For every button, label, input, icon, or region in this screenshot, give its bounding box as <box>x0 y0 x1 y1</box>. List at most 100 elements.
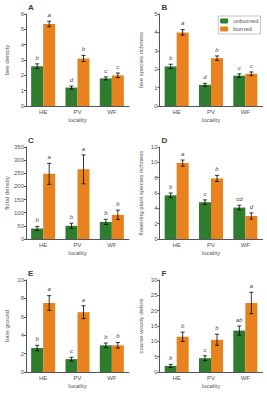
svg-text:10: 10 <box>17 277 24 283</box>
svg-text:0: 0 <box>21 369 25 375</box>
svg-text:PV: PV <box>207 375 215 381</box>
svg-text:a: a <box>48 154 52 160</box>
svg-text:locality: locality <box>202 250 220 256</box>
svg-text:HE: HE <box>172 109 180 115</box>
svg-text:b: b <box>215 47 219 53</box>
svg-text:burned: burned <box>233 26 252 32</box>
svg-text:B: B <box>162 3 168 12</box>
svg-text:coarse woody debris: coarse woody debris <box>138 298 144 353</box>
svg-text:F: F <box>162 269 167 278</box>
svg-text:b: b <box>70 214 74 220</box>
svg-text:30: 30 <box>151 277 158 283</box>
svg-text:2: 2 <box>21 72 25 78</box>
svg-text:locality: locality <box>68 383 86 389</box>
svg-text:8: 8 <box>154 175 158 181</box>
svg-text:b: b <box>104 334 108 340</box>
svg-text:12: 12 <box>151 144 158 150</box>
svg-text:10: 10 <box>151 338 158 344</box>
svg-text:b: b <box>116 201 120 207</box>
svg-text:HE: HE <box>39 242 47 248</box>
svg-text:0: 0 <box>154 103 158 109</box>
svg-text:c: c <box>203 191 206 197</box>
svg-text:b: b <box>82 46 86 52</box>
svg-text:150: 150 <box>14 197 25 203</box>
svg-text:a: a <box>82 297 86 303</box>
svg-text:b: b <box>169 184 173 190</box>
svg-text:4: 4 <box>21 42 25 48</box>
svg-text:WF: WF <box>107 242 117 248</box>
svg-text:10: 10 <box>151 159 158 165</box>
svg-text:c: c <box>203 347 206 353</box>
svg-text:6: 6 <box>21 11 25 17</box>
svg-text:15: 15 <box>151 323 158 329</box>
svg-text:3: 3 <box>154 48 158 54</box>
svg-text:50: 50 <box>17 223 24 229</box>
svg-text:2: 2 <box>154 66 158 72</box>
svg-text:flowering plant species richne: flowering plant species richness <box>138 151 144 236</box>
svg-text:floral density: floral density <box>4 176 10 210</box>
svg-text:d: d <box>70 77 74 83</box>
svg-text:a: a <box>48 12 52 18</box>
svg-text:1: 1 <box>21 88 25 94</box>
svg-text:b: b <box>104 210 108 216</box>
svg-text:0: 0 <box>21 236 25 242</box>
svg-text:locality: locality <box>68 250 86 256</box>
svg-text:d: d <box>250 204 254 210</box>
svg-text:bee density: bee density <box>4 45 10 76</box>
svg-text:C: C <box>28 136 34 145</box>
svg-text:A: A <box>28 3 34 12</box>
svg-text:PV: PV <box>207 242 215 248</box>
svg-text:350: 350 <box>14 144 25 150</box>
svg-text:0: 0 <box>154 236 158 242</box>
svg-text:b: b <box>215 166 219 172</box>
svg-text:b: b <box>169 355 173 361</box>
svg-text:locality: locality <box>202 383 220 389</box>
svg-text:100: 100 <box>14 210 25 216</box>
svg-text:bee species richness: bee species richness <box>138 32 144 88</box>
svg-text:PV: PV <box>73 109 81 115</box>
svg-text:1: 1 <box>154 85 158 91</box>
svg-text:a: a <box>48 286 52 292</box>
svg-text:5: 5 <box>154 354 158 360</box>
svg-text:8: 8 <box>21 295 25 301</box>
svg-text:d: d <box>203 74 207 80</box>
svg-text:a: a <box>82 146 86 152</box>
svg-text:WF: WF <box>241 375 251 381</box>
svg-text:b: b <box>116 333 120 339</box>
svg-text:20: 20 <box>151 308 158 314</box>
svg-text:WF: WF <box>241 109 251 115</box>
svg-text:HE: HE <box>172 375 180 381</box>
svg-text:b: b <box>169 55 173 61</box>
svg-text:a: a <box>250 283 254 289</box>
svg-text:D: D <box>162 136 168 145</box>
svg-text:PV: PV <box>207 109 215 115</box>
svg-text:b: b <box>181 323 185 329</box>
svg-text:PV: PV <box>73 375 81 381</box>
svg-text:4: 4 <box>21 332 25 338</box>
svg-text:PV: PV <box>73 242 81 248</box>
svg-text:locality: locality <box>202 117 220 123</box>
svg-text:2: 2 <box>21 351 25 357</box>
svg-text:5: 5 <box>21 26 25 32</box>
svg-text:3: 3 <box>21 57 25 63</box>
svg-text:b: b <box>35 217 39 223</box>
svg-text:c: c <box>70 348 73 354</box>
svg-text:cd: cd <box>236 196 243 202</box>
svg-text:0: 0 <box>21 103 25 109</box>
svg-text:300: 300 <box>14 157 25 163</box>
svg-text:6: 6 <box>21 314 25 320</box>
svg-text:ab: ab <box>236 317 243 323</box>
svg-text:c: c <box>238 65 241 71</box>
svg-text:WF: WF <box>241 242 251 248</box>
svg-text:locality: locality <box>68 117 86 123</box>
svg-text:b: b <box>215 325 219 331</box>
svg-text:unburned: unburned <box>233 18 258 24</box>
svg-text:0: 0 <box>154 369 158 375</box>
svg-text:HE: HE <box>172 242 180 248</box>
svg-text:E: E <box>28 269 34 278</box>
svg-text:a: a <box>181 20 185 26</box>
svg-text:WF: WF <box>107 109 117 115</box>
svg-text:bare ground: bare ground <box>4 310 10 342</box>
svg-text:c: c <box>250 63 253 69</box>
svg-text:250: 250 <box>14 170 25 176</box>
